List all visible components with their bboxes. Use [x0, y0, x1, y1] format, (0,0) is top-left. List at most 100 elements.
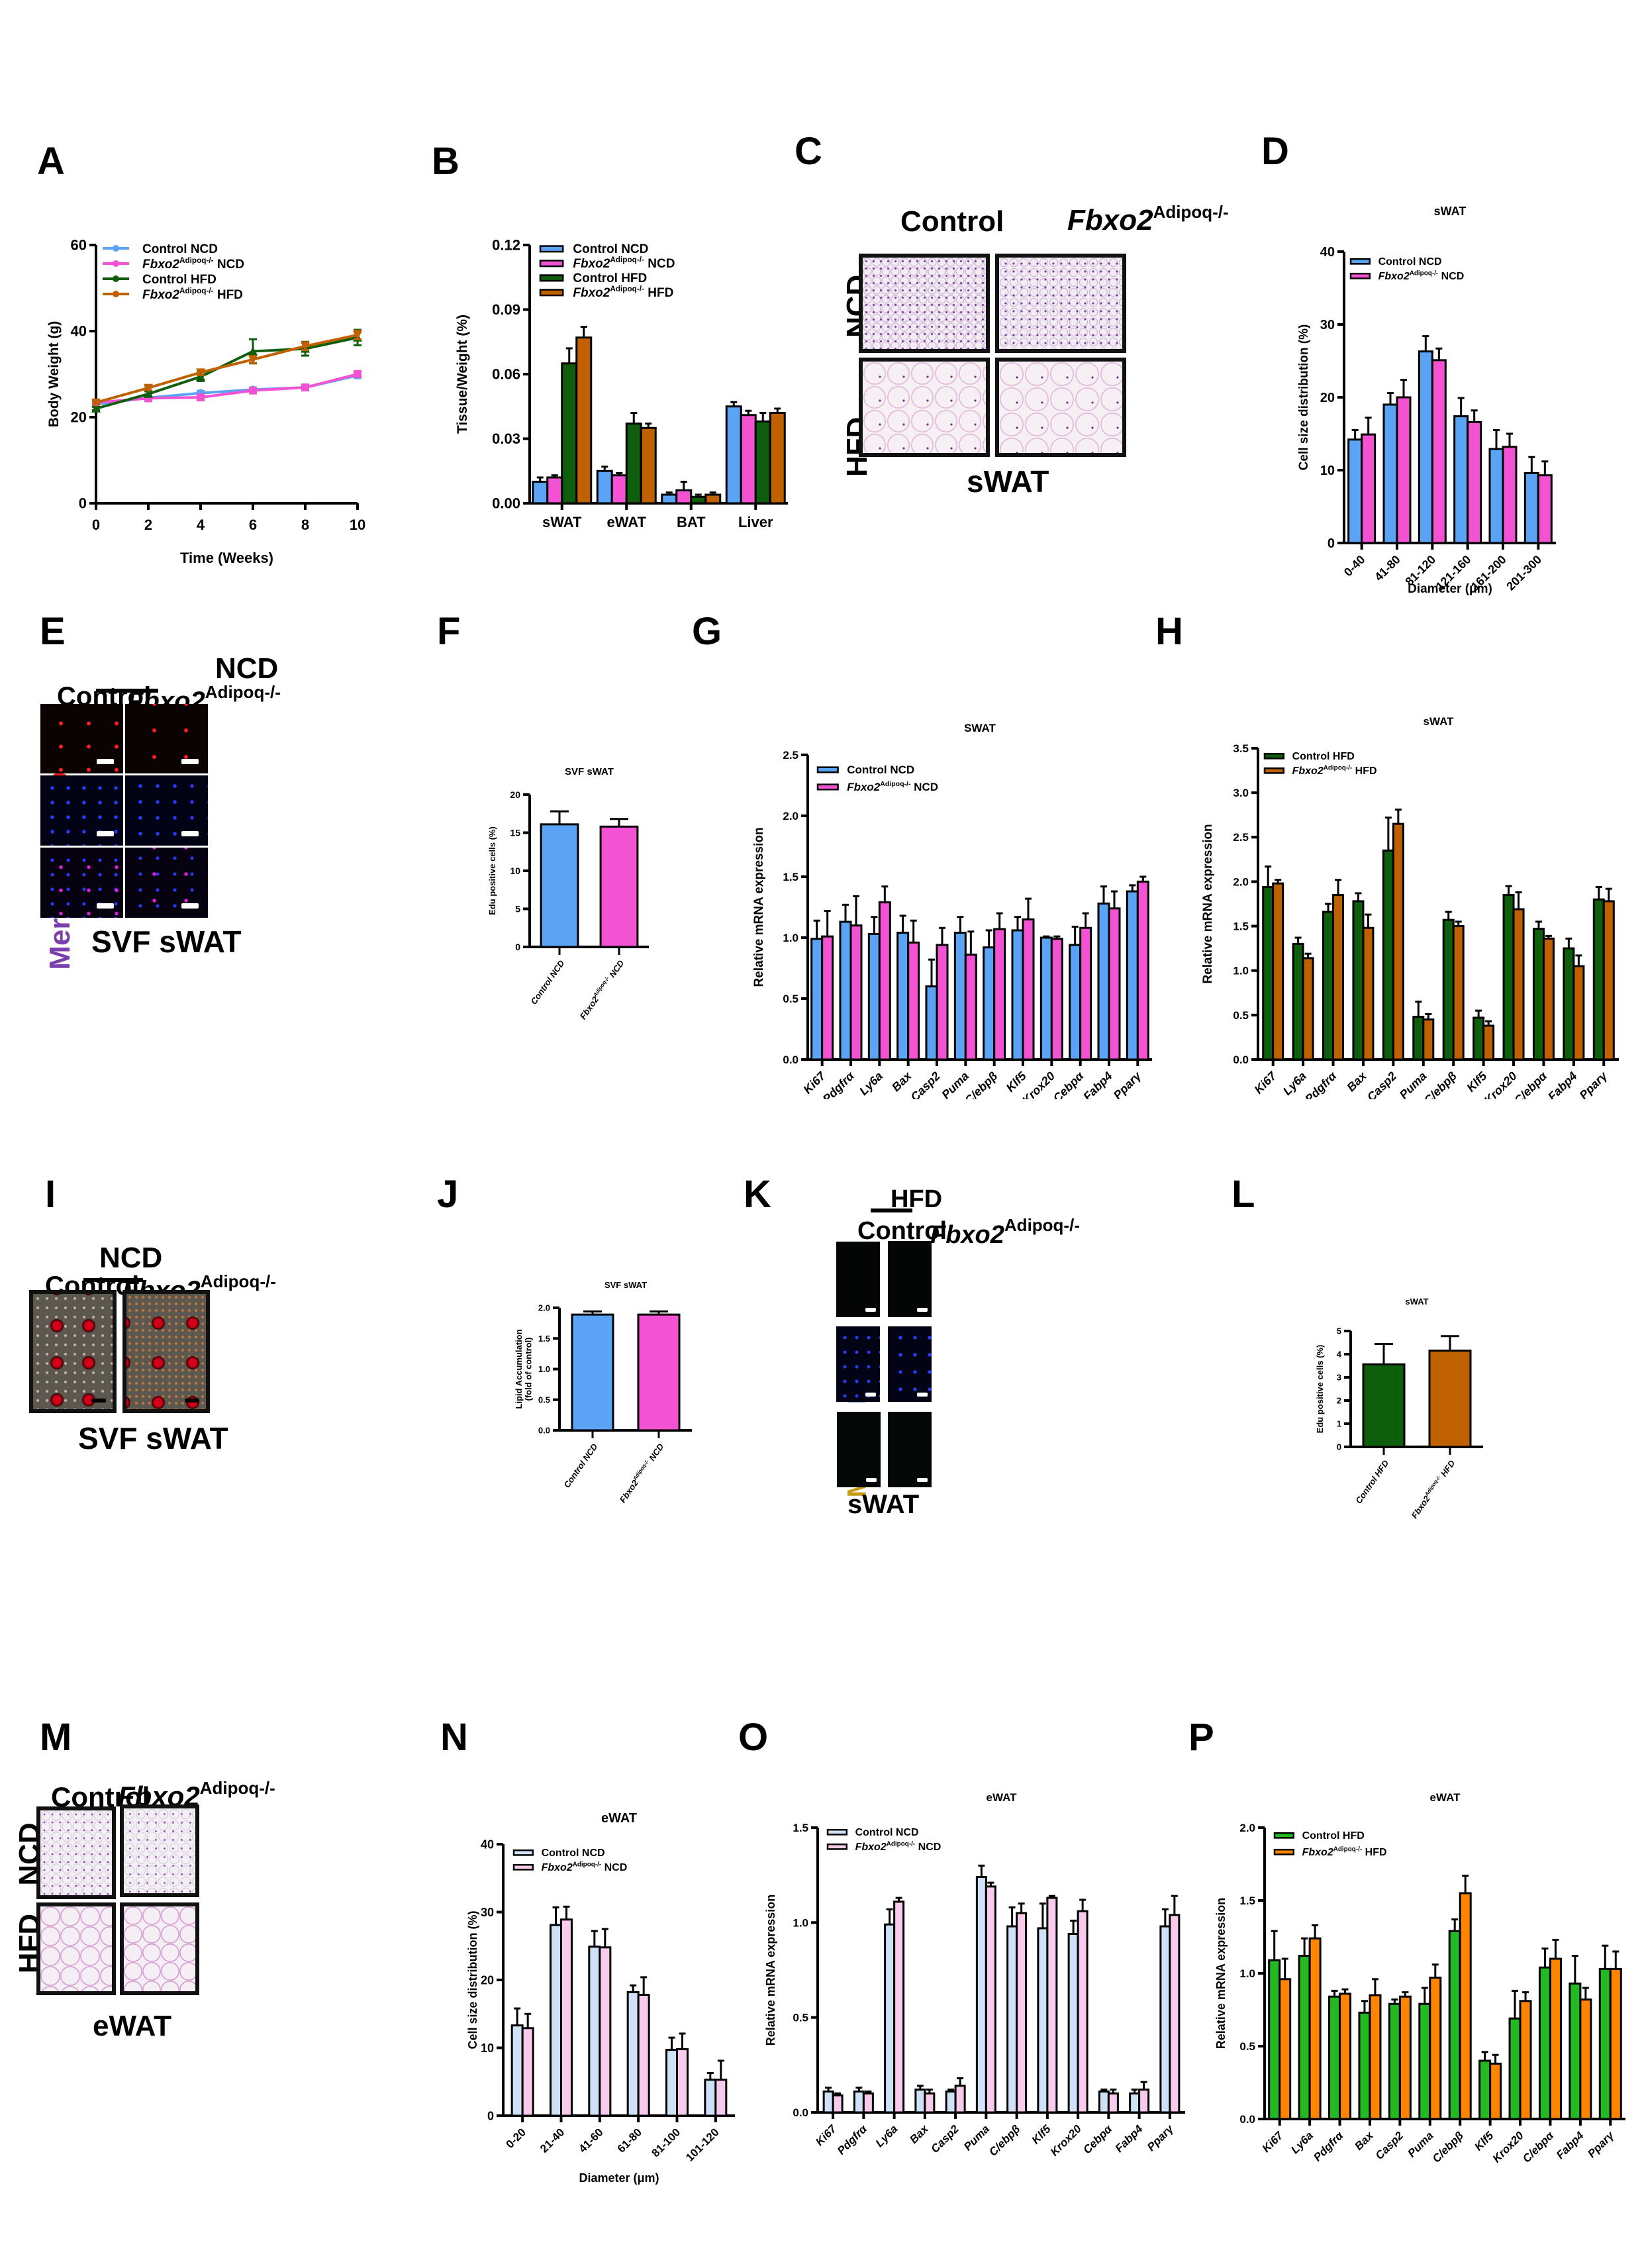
panel-label-j: J	[437, 1173, 459, 1216]
legend-marker	[113, 260, 119, 267]
y-axis-label: Body Weight (g)	[46, 321, 62, 428]
bar	[975, 1876, 987, 2114]
chart-a-body-weight: 0 20 40 60 Body Weight (g) 0 2 4 6 8 10 Time (Weeks…	[46, 237, 365, 566]
bar	[521, 2027, 534, 2117]
legend-swatch	[816, 766, 839, 773]
x-tick-label: Klf5	[1030, 2122, 1054, 2147]
histology-m-hfd-fbxo2	[120, 1902, 199, 1995]
bar	[1358, 2011, 1371, 2120]
bar	[1138, 2089, 1150, 2114]
x-tick-label-group: Control NCD	[561, 1442, 599, 1490]
genotype-sup: Adipoq-/-	[632, 1459, 650, 1482]
genotype-sup: Adipoq-/-	[179, 256, 214, 265]
data-point	[301, 342, 310, 351]
y-tick-label: 15	[510, 827, 520, 838]
legend-label: Fbxo2Adipoq-/- NCD	[847, 780, 938, 793]
y-tick-label: 1.5	[538, 1334, 550, 1344]
bar	[1268, 1959, 1281, 2120]
x-tick-label: C/ebpα	[1520, 2128, 1557, 2165]
y-tick-label: 0.0	[783, 1054, 798, 1066]
bar	[575, 336, 593, 505]
legend-swatch	[1273, 1832, 1295, 1839]
x-tick-label: Pdgfrα	[820, 1069, 857, 1099]
x-tick-label: Ki67	[1252, 1069, 1280, 1097]
x-tick-label: 41-60	[576, 2126, 605, 2155]
x-tick-label: 0-40	[1341, 553, 1368, 579]
y-axis-label: Cell size distribution (%)	[1297, 324, 1311, 471]
x-tick-label: Fbxo2Adipoq-/- NCD	[617, 1441, 665, 1504]
group-name: NCD	[910, 781, 938, 793]
bar	[893, 1900, 905, 2114]
genotype-sup: Adipoq-/-	[610, 285, 644, 293]
legend-swatch	[1349, 272, 1371, 279]
y-axis-label: Relative mRNA expression	[1214, 1898, 1228, 2049]
genotype-sup: Adipoq-/-	[592, 975, 610, 999]
scale-bar	[91, 1399, 106, 1403]
genotype-sup: Adipoq-/-	[1324, 764, 1352, 771]
bar	[1308, 1937, 1322, 2120]
x-tick-label: Fabp4	[1081, 1069, 1115, 1099]
legend-label: Fbxo2Adipoq-/- NCD	[855, 1840, 942, 1853]
bar	[1478, 2059, 1492, 2120]
legend-label: Fbxo2Adipoq-/- NCD	[542, 1861, 628, 1873]
x-tick-label-group: Fbxo2Adipoq-/- NCD	[578, 958, 626, 1021]
y-tick-label: 0.5	[1233, 1009, 1249, 1022]
bar	[714, 2079, 728, 2117]
bar	[1532, 928, 1545, 1061]
bar	[637, 1313, 681, 1432]
bar	[1347, 438, 1363, 544]
i-group-bar	[83, 1278, 143, 1282]
bar	[1502, 894, 1515, 1061]
chart-title: sWAT	[1405, 1297, 1428, 1307]
bar	[1396, 396, 1412, 544]
bar	[1542, 937, 1555, 1061]
panel-label-o: O	[738, 1716, 769, 1759]
bar	[1332, 894, 1345, 1061]
data-point	[353, 330, 362, 340]
gene-name: Fbxo2	[1292, 765, 1324, 777]
data-point	[144, 383, 153, 393]
bar	[953, 932, 967, 1061]
x-tick-label: Ly6a	[1288, 2129, 1316, 2156]
bar	[1412, 1016, 1425, 1061]
bar	[1392, 822, 1404, 1061]
y-axis-label: Cell size distribution (%)	[466, 1910, 479, 2049]
y-tick-label: 5	[1337, 1326, 1341, 1336]
y-axis-label: Edu positive cells (%)	[487, 826, 497, 915]
bar	[945, 2090, 957, 2114]
gene-name: Fbxo2	[847, 781, 881, 793]
histology-c-hfd-fbxo2	[995, 358, 1126, 457]
e-footer-svf-swat: SVF sWAT	[91, 924, 242, 959]
x-tick-label: Casp2	[1365, 1069, 1399, 1099]
bar	[1502, 446, 1518, 544]
scale-bar	[185, 1399, 199, 1403]
data-point	[354, 370, 362, 378]
bar	[754, 420, 771, 505]
data-point	[197, 393, 205, 402]
x-tick-label: BAT	[677, 514, 706, 530]
x-tick-label: Control HFD	[1353, 1458, 1391, 1506]
y-tick-label: 0.06	[492, 366, 520, 383]
bar	[740, 414, 757, 505]
x-tick-label: 21-40	[538, 2126, 567, 2155]
chart-j-lipid-accumulation: 0.0 0.5 1.0 1.5 2.0 Lipid Accumulation (fold o…	[514, 1280, 692, 1504]
panel-label-p: P	[1188, 1716, 1214, 1759]
legend-swatch	[539, 260, 564, 268]
bar	[1467, 420, 1482, 544]
image-k-edu-control	[836, 1242, 880, 1317]
panel-label-a: A	[37, 140, 65, 183]
legend-swatch	[1263, 752, 1285, 760]
panel-label-c: C	[795, 130, 822, 173]
panel-label-k: K	[744, 1173, 771, 1216]
x-tick-label: Fbxo2Adipoq-/- HFD	[1409, 1457, 1457, 1520]
legend-swatch	[539, 245, 564, 253]
legend-swatch	[539, 274, 564, 282]
bar	[1108, 907, 1121, 1061]
y-axis-label: Lipid Accumulation	[514, 1329, 524, 1408]
y-tick-label: 1.5	[1233, 920, 1249, 933]
bar	[1339, 1993, 1352, 2120]
chart-title: SVF sWAT	[604, 1280, 647, 1290]
y-tick-label: 5	[515, 903, 520, 914]
x-tick-label: Krox20	[1048, 2122, 1085, 2159]
genotype-sup: Adipoq-/-	[1153, 202, 1229, 222]
